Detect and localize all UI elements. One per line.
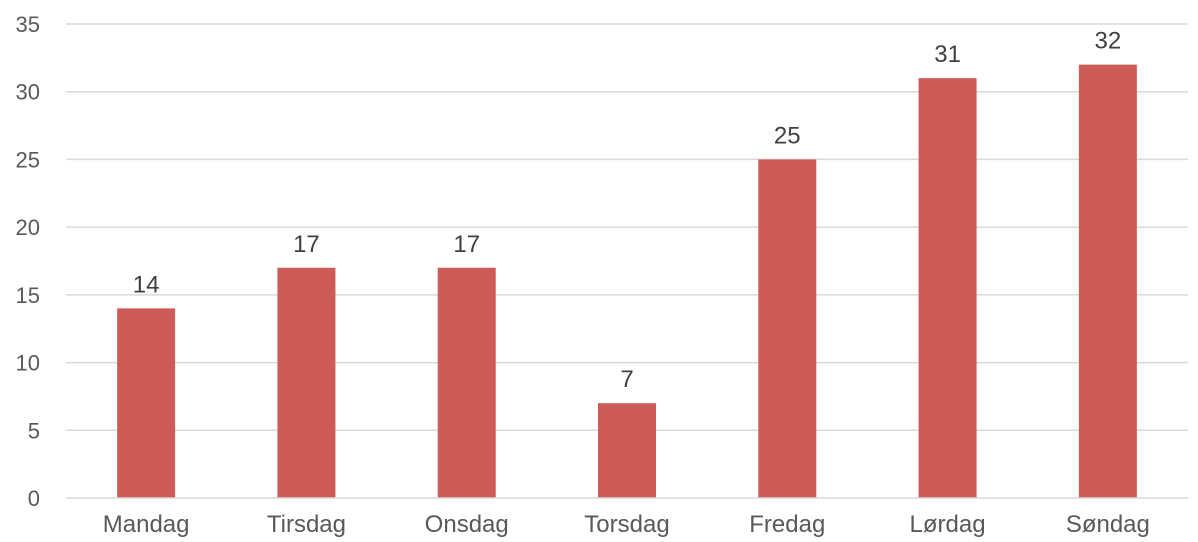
y-axis-tick-labels: 0 5 10 15 20 25 30 35 [16, 12, 40, 511]
x-category-label: Tirsdag [267, 511, 346, 538]
bar [918, 78, 977, 499]
data-label: 14 [133, 271, 160, 298]
x-category-label: Torsdag [584, 511, 669, 538]
bar [437, 267, 496, 498]
bar [598, 403, 656, 498]
data-label: 25 [774, 122, 801, 149]
data-labels: 14 17 17 7 25 31 32 [133, 28, 1121, 394]
y-tick-label: 5 [28, 418, 40, 443]
y-tick-label: 20 [16, 215, 40, 240]
x-category-label: Onsdag [425, 511, 509, 538]
data-label: 31 [934, 41, 961, 68]
bar [277, 267, 336, 498]
y-tick-label: 35 [16, 12, 40, 37]
x-category-label: Lørdag [910, 511, 986, 538]
x-category-label: Søndag [1066, 511, 1150, 538]
bar [758, 159, 817, 498]
x-category-label: Fredag [749, 511, 825, 538]
gridlines [66, 23, 1188, 432]
y-tick-label: 30 [16, 80, 40, 105]
bar [117, 308, 176, 498]
x-axis-category-labels: Mandag Tirsdag Onsdag Torsdag Fredag Lørdag Sø… [103, 511, 1150, 538]
bar [1078, 64, 1137, 498]
data-label: 7 [620, 366, 633, 393]
y-tick-label: 25 [16, 147, 40, 172]
data-label: 17 [293, 231, 320, 258]
data-label: 32 [1095, 28, 1122, 55]
bars [117, 64, 1137, 499]
y-tick-label: 10 [16, 351, 40, 376]
y-tick-label: 15 [16, 283, 40, 308]
y-tick-label: 0 [28, 486, 40, 511]
data-label: 17 [453, 231, 480, 258]
x-category-label: Mandag [103, 511, 190, 538]
